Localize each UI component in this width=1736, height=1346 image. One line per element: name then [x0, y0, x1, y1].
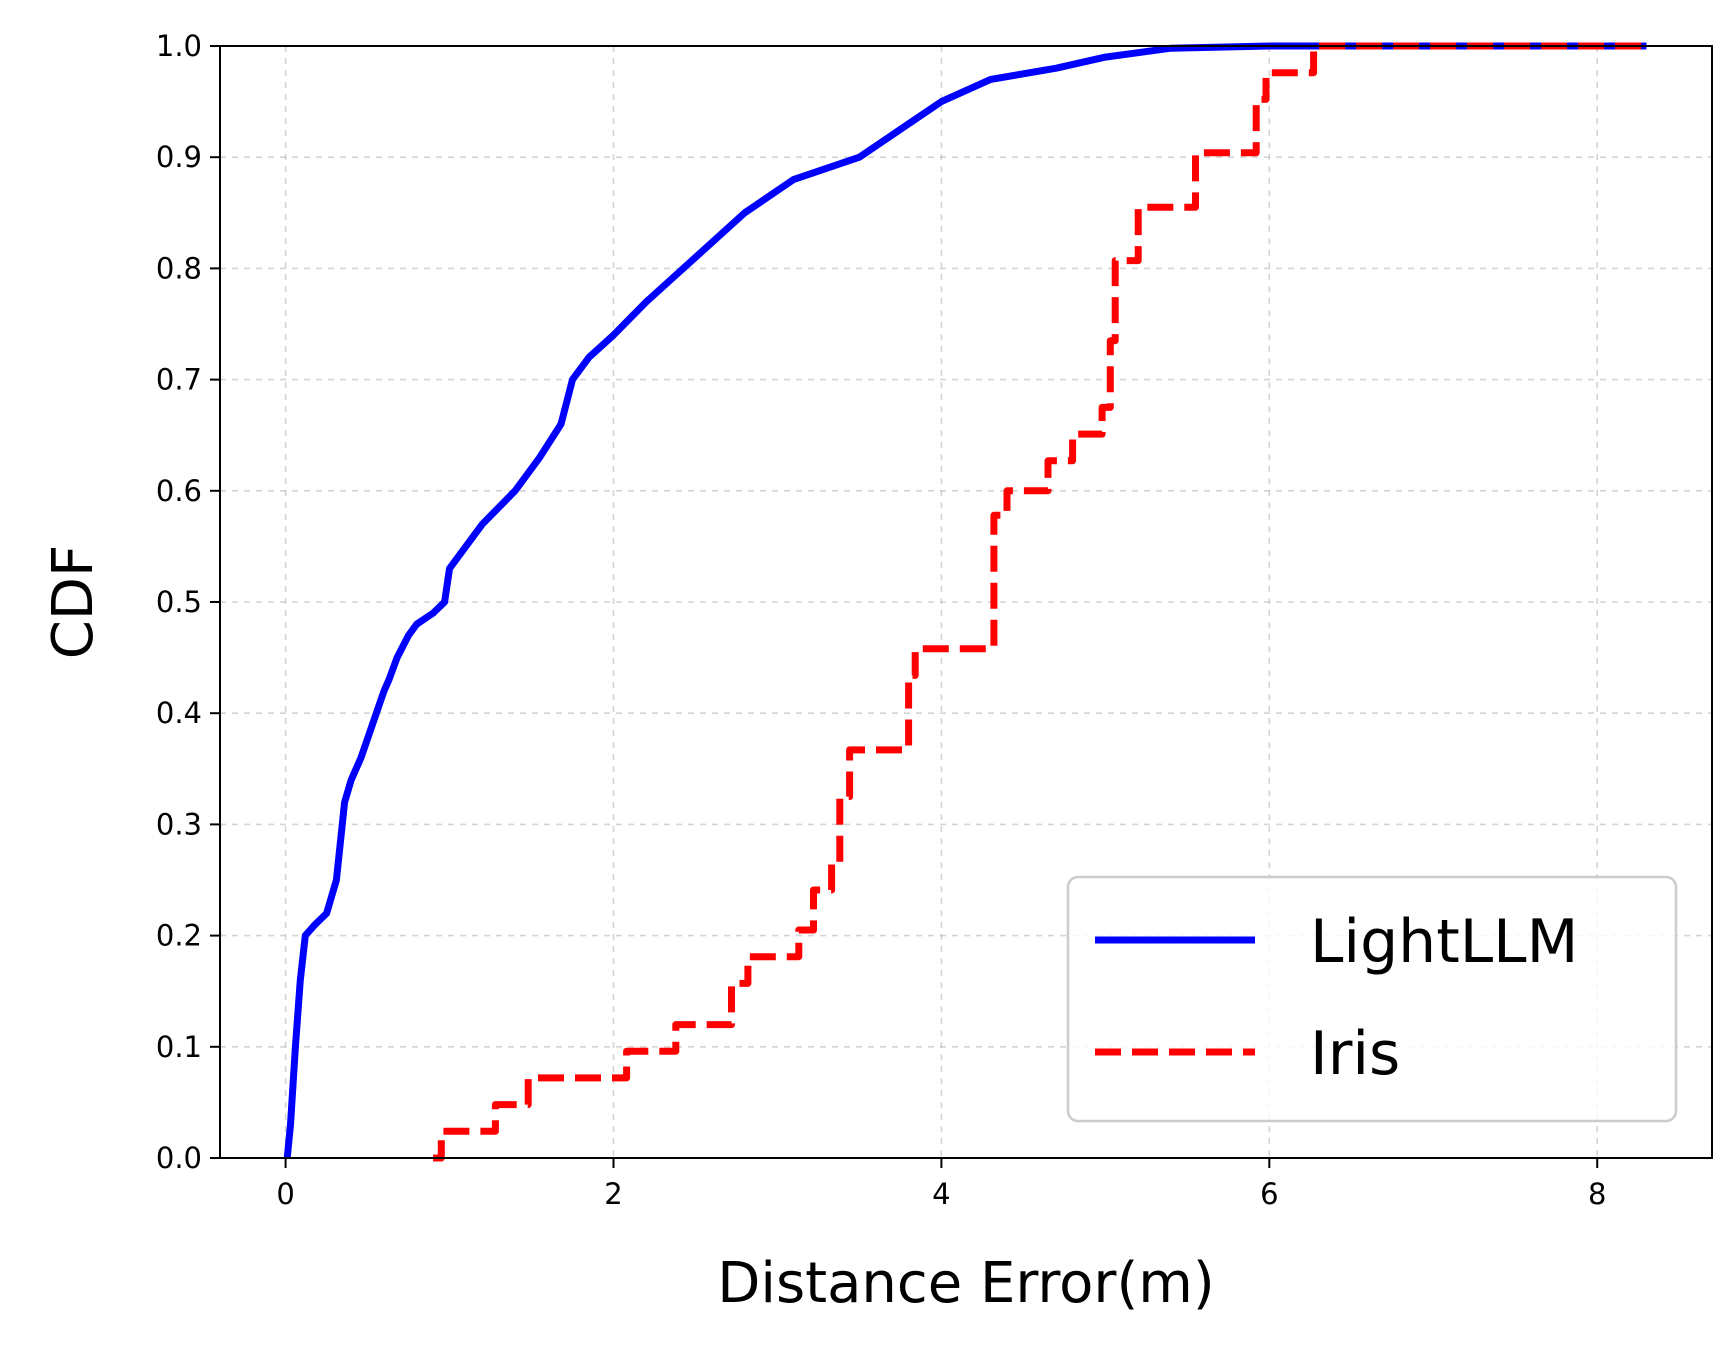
x-axis-label: Distance Error(m): [717, 1251, 1214, 1316]
y-tick-label: 0.8: [156, 251, 202, 285]
legend: LightLLM Iris: [1066, 875, 1678, 1123]
series-line-iris: [433, 42, 1647, 1162]
x-tick-label: 6: [1260, 1177, 1278, 1211]
y-tick-label: 0.0: [156, 1141, 202, 1175]
y-tick-label: 0.3: [156, 807, 202, 841]
x-tick-label: 2: [604, 1177, 622, 1211]
y-tick-label: 0.2: [156, 919, 202, 953]
legend-label-lightllm: LightLLM: [1310, 907, 1578, 977]
y-axis-label: CDF: [41, 545, 106, 659]
legend-label-iris: Iris: [1310, 1019, 1400, 1089]
x-tick-label: 0: [276, 1177, 294, 1211]
y-tick-label: 0.5: [156, 585, 202, 619]
x-tick-label: 4: [932, 1177, 950, 1211]
y-tick-label: 0.6: [156, 474, 202, 508]
x-tick-label: 8: [1588, 1177, 1606, 1211]
y-tick-label: 0.4: [156, 696, 202, 730]
series-line-lightllm: [283, 42, 1647, 1159]
y-tick-label: 0.7: [156, 363, 202, 397]
y-tick-label: 0.9: [156, 140, 202, 174]
y-tick-label: 0.1: [156, 1030, 202, 1064]
axis-ticks: 0 2 4 6 8 0.0 0.1 0.2 0.3 0.4 0.5 0.6 0.7 0.8 0.9 1.0: [156, 29, 1607, 1211]
plot-series: [283, 42, 1647, 1162]
y-tick-label: 1.0: [156, 29, 202, 63]
